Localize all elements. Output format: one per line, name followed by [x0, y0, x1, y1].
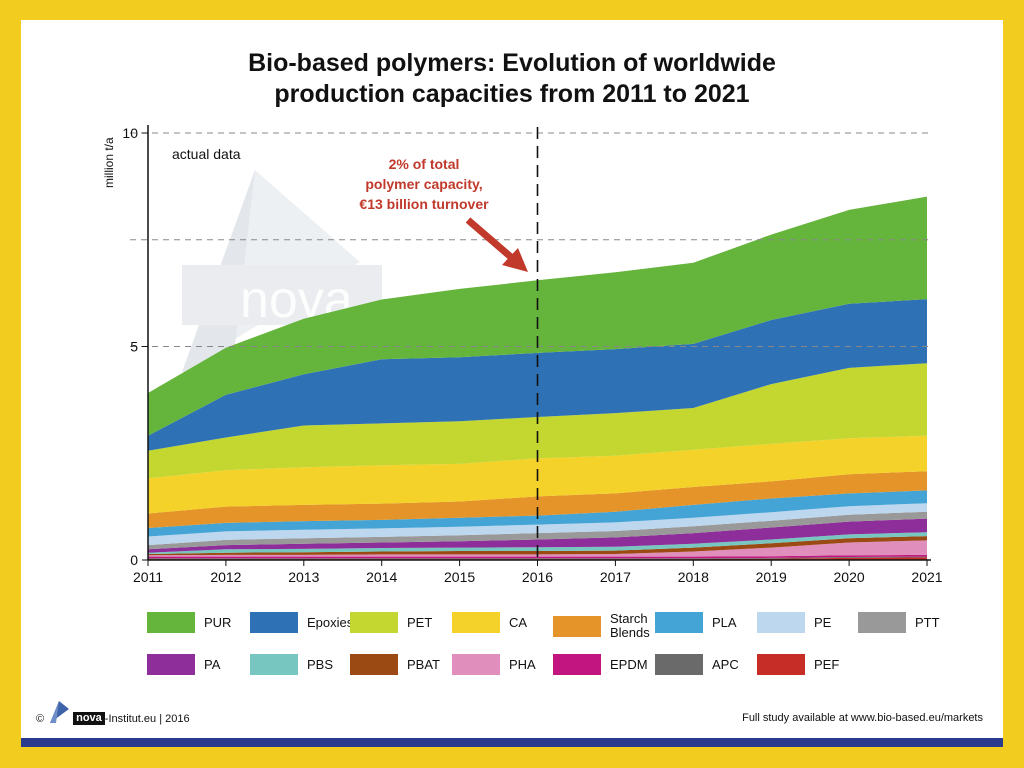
- legend-label: Starch Blends: [610, 611, 650, 640]
- x-tick-label-2021: 2021: [911, 569, 942, 585]
- legend-label: CA: [509, 614, 528, 630]
- title-line-2: production capacities from 2011 to 2021: [274, 80, 750, 108]
- legend-item: PEF: [757, 654, 839, 675]
- legend-item: PA: [147, 654, 220, 675]
- legend-label: PHA: [509, 656, 536, 672]
- legend-item: PHA: [452, 654, 536, 675]
- legend-item: PE: [757, 612, 831, 633]
- annotation-market-share: 2% of total polymer capacity, €13 billion …: [359, 156, 489, 212]
- nova-logo-icon: [50, 700, 70, 723]
- legend-swatch: [553, 615, 601, 637]
- legend-item: PET: [350, 612, 432, 633]
- x-tick-label-2016: 2016: [522, 569, 553, 585]
- legend-item: CA: [452, 612, 527, 633]
- legend-swatch: [350, 612, 398, 633]
- series-area-apc: [148, 556, 927, 560]
- copyright-symbol: ©: [36, 712, 45, 725]
- legend-item: PLA: [655, 612, 737, 633]
- legend-label: PE: [814, 614, 832, 630]
- institute-text: -Institut.eu | 2016: [104, 712, 190, 725]
- chart-title: Bio-based polymers: Evolution of worldwi…: [0, 48, 1024, 110]
- legend-swatch: [250, 612, 298, 633]
- legend-item: PUR: [147, 612, 231, 633]
- legend-swatch: [452, 654, 500, 675]
- x-tick-label-2020: 2020: [834, 569, 865, 585]
- legend-label: Epoxies: [307, 614, 354, 630]
- legend-swatch: [757, 612, 805, 633]
- annotation-arrow-icon: [502, 248, 528, 272]
- legend-label: PBS: [307, 656, 334, 672]
- footer-left: © nova -Institut.eu | 2016: [36, 700, 190, 725]
- y-tick-label-10: 10: [122, 125, 138, 141]
- legend-item: EPDM: [553, 654, 648, 675]
- legend-label: PTT: [915, 614, 940, 630]
- series-area-pa: [148, 518, 927, 553]
- legend-swatch: [147, 654, 195, 675]
- legend-label: PEF: [814, 656, 840, 672]
- study-link-text: Full study available at www.bio-based.eu…: [742, 712, 983, 724]
- legend-swatch: [147, 612, 195, 633]
- legend-item: Epoxies: [250, 612, 353, 633]
- x-tick-label-2019: 2019: [756, 569, 787, 585]
- nova-brand: nova: [73, 712, 105, 725]
- y-tick-label-5: 5: [130, 339, 138, 355]
- x-tick-label-2014: 2014: [366, 569, 397, 585]
- legend-label: PA: [204, 656, 221, 672]
- legend-label: EPDM: [610, 656, 648, 672]
- legend-item: Starch Blends: [553, 612, 650, 640]
- legend-label: PBAT: [407, 656, 440, 672]
- x-tick-label-2015: 2015: [444, 569, 475, 585]
- x-tick-label-2012: 2012: [210, 569, 241, 585]
- legend-swatch: [757, 654, 805, 675]
- series-area-ptt: [148, 511, 927, 550]
- legend-label: APC: [712, 656, 739, 672]
- bottom-bar: [21, 738, 1003, 747]
- series-area-pur: [148, 196, 927, 436]
- y-tick-label-0: 0: [130, 552, 138, 568]
- legend-label: PLA: [712, 614, 737, 630]
- y-axis-label: million t/a: [102, 137, 116, 188]
- legend-label: PET: [407, 614, 433, 630]
- nova-watermark-icon: [182, 170, 382, 372]
- series-area-pe: [148, 503, 927, 546]
- legend-swatch: [858, 612, 906, 633]
- x-tick-label-2018: 2018: [678, 569, 709, 585]
- series-area-pla: [148, 490, 927, 537]
- legend-label: PUR: [204, 614, 232, 630]
- legend-swatch: [250, 654, 298, 675]
- series-area-pbs: [148, 532, 927, 554]
- series-area-pha: [148, 540, 927, 557]
- legend-item: PBS: [250, 654, 333, 675]
- x-tick-label-2011: 2011: [133, 569, 163, 585]
- x-tick-label-2017: 2017: [600, 569, 631, 585]
- annotation-actual-data: actual data: [172, 146, 241, 162]
- annotation-arrow-shaft: [465, 217, 515, 261]
- legend-swatch: [553, 654, 601, 675]
- x-tick-label-2013: 2013: [288, 569, 319, 585]
- legend-swatch: [452, 612, 500, 633]
- legend-item: PBAT: [350, 654, 440, 675]
- legend-swatch: [350, 654, 398, 675]
- legend-swatch: [655, 612, 703, 633]
- legend-swatch: [655, 654, 703, 675]
- title-line-1: Bio-based polymers: Evolution of worldwi…: [248, 49, 776, 77]
- legend-item: APC: [655, 654, 739, 675]
- legend-item: PTT: [858, 612, 940, 633]
